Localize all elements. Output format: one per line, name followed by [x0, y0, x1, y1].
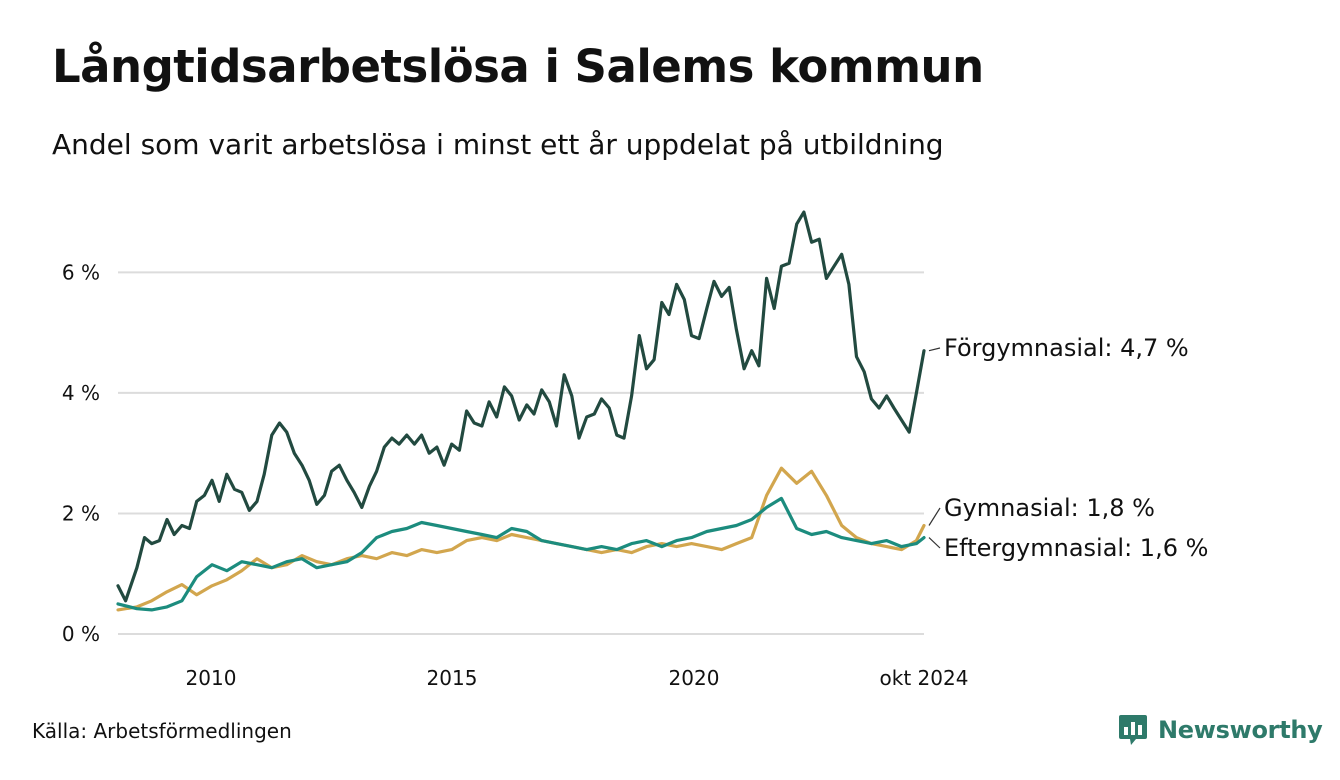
chart-title: Långtidsarbetslösa i Salems kommun: [52, 40, 984, 93]
series-line-eftergymnasial: [116, 496, 926, 612]
gridlines: [118, 271, 924, 635]
x-tick-label: 2010: [186, 666, 237, 690]
series-line-förgymnasial: [116, 210, 926, 603]
x-axis-ticks: 2010 2015 2020 okt 2024: [186, 666, 969, 690]
y-tick-label: 6 %: [62, 260, 100, 284]
label-leader-line: [928, 537, 941, 549]
series-lines: [116, 210, 926, 612]
label-leader-line: [928, 347, 941, 352]
newsworthy-logo-icon: [1119, 715, 1147, 745]
x-tick-label: okt 2024: [880, 666, 969, 690]
series-line-gymnasial: [116, 466, 926, 612]
series-end-labels: Förgymnasial: 4,7 % Gymnasial: 1,8 % Efter…: [928, 334, 1208, 562]
source-note: Källa: Arbetsförmedlingen: [32, 719, 292, 743]
brand-logo: Newsworthy: [1118, 714, 1323, 746]
y-tick-label: 4 %: [62, 381, 100, 405]
x-tick-label: 2015: [427, 666, 478, 690]
series-end-label: Eftergymnasial: 1,6 %: [944, 534, 1208, 562]
series-end-label: Gymnasial: 1,8 %: [944, 494, 1155, 522]
x-tick-label: 2020: [669, 666, 720, 690]
y-tick-label: 0 %: [62, 622, 100, 646]
y-tick-label: 2 %: [62, 501, 100, 525]
brand-name: Newsworthy: [1158, 716, 1323, 744]
chart-subtitle: Andel som varit arbetslösa i minst ett å…: [52, 128, 944, 161]
y-axis-ticks: 0 % 2 % 4 % 6 %: [62, 260, 100, 646]
series-end-label: Förgymnasial: 4,7 %: [944, 334, 1189, 362]
label-leader-line: [928, 507, 941, 526]
line-chart: 0 % 2 % 4 % 6 % 2010 2015 2020 okt 2024 Förgym…: [62, 210, 1208, 690]
